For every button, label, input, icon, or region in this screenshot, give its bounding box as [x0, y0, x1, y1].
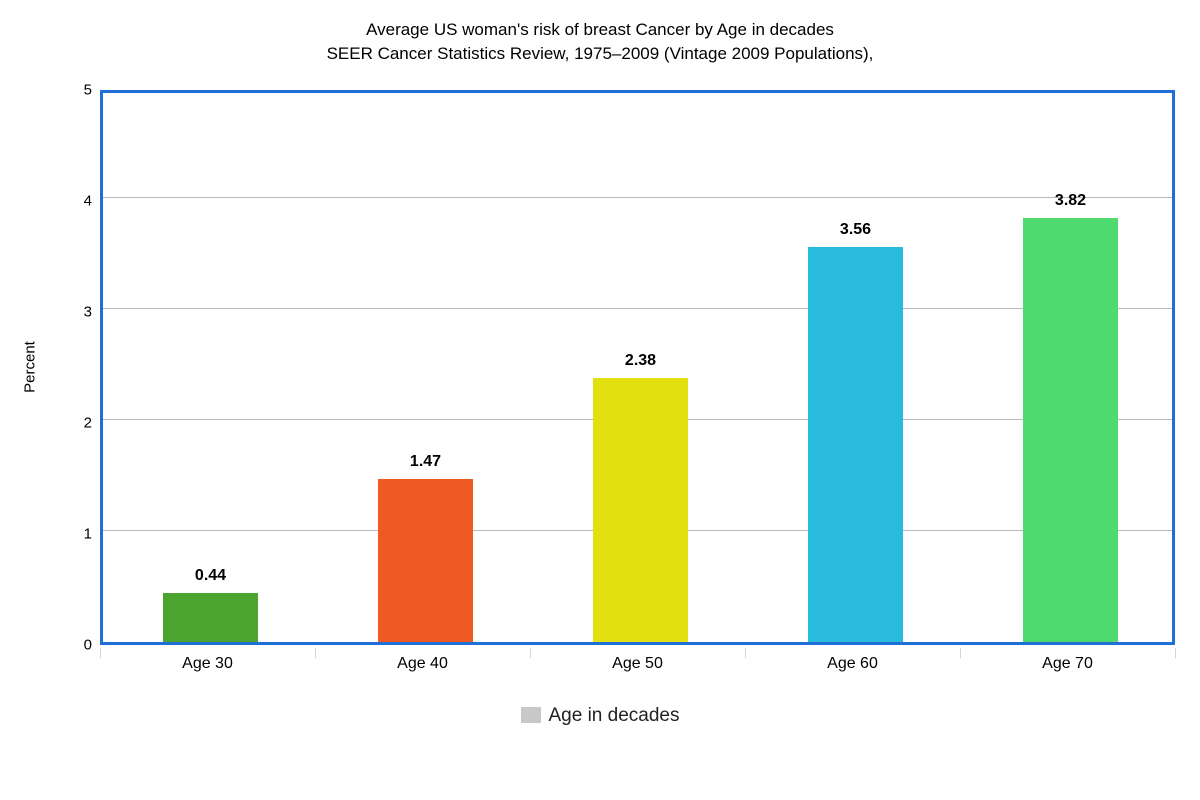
gridline: [103, 308, 1172, 309]
x-tick-label: Age 50: [538, 655, 738, 673]
legend: Age in decades: [0, 705, 1200, 727]
bar: [1023, 218, 1118, 642]
y-tick-label: 0: [12, 637, 92, 654]
x-tick-separator: [530, 648, 531, 658]
chart-title-line2: SEER Cancer Statistics Review, 1975–2009…: [0, 44, 1200, 64]
bar: [808, 247, 903, 642]
y-axis-title: Percent: [22, 341, 39, 393]
bar: [593, 378, 688, 642]
x-tick-separator: [315, 648, 316, 658]
bar-value-label: 1.47: [351, 453, 501, 471]
bar: [378, 479, 473, 642]
x-tick-label: Age 70: [968, 655, 1168, 673]
legend-swatch: [521, 707, 541, 723]
x-tick-separator: [960, 648, 961, 658]
bar: [163, 593, 258, 642]
y-tick-label: 2: [12, 415, 92, 432]
legend-label: Age in decades: [549, 705, 680, 726]
x-tick-label: Age 40: [323, 655, 523, 673]
bar-value-label: 2.38: [566, 352, 716, 370]
y-tick-label: 5: [12, 82, 92, 99]
y-tick-label: 1: [12, 526, 92, 543]
y-tick-label: 3: [12, 304, 92, 321]
x-tick-label: Age 30: [108, 655, 308, 673]
bar-chart: Average US woman's risk of breast Cancer…: [0, 0, 1200, 800]
x-tick-separator: [100, 648, 101, 658]
x-tick-separator: [1175, 648, 1176, 658]
plot-area: 0.44 1.47 2.38 3.56 3.82: [100, 90, 1175, 645]
bar-value-label: 0.44: [136, 567, 286, 585]
chart-title-line1: Average US woman's risk of breast Cancer…: [0, 20, 1200, 40]
bar-value-label: 3.56: [781, 221, 931, 239]
x-tick-separator: [745, 648, 746, 658]
x-tick-label: Age 60: [753, 655, 953, 673]
y-tick-label: 4: [12, 193, 92, 210]
bar-value-label: 3.82: [996, 192, 1146, 210]
